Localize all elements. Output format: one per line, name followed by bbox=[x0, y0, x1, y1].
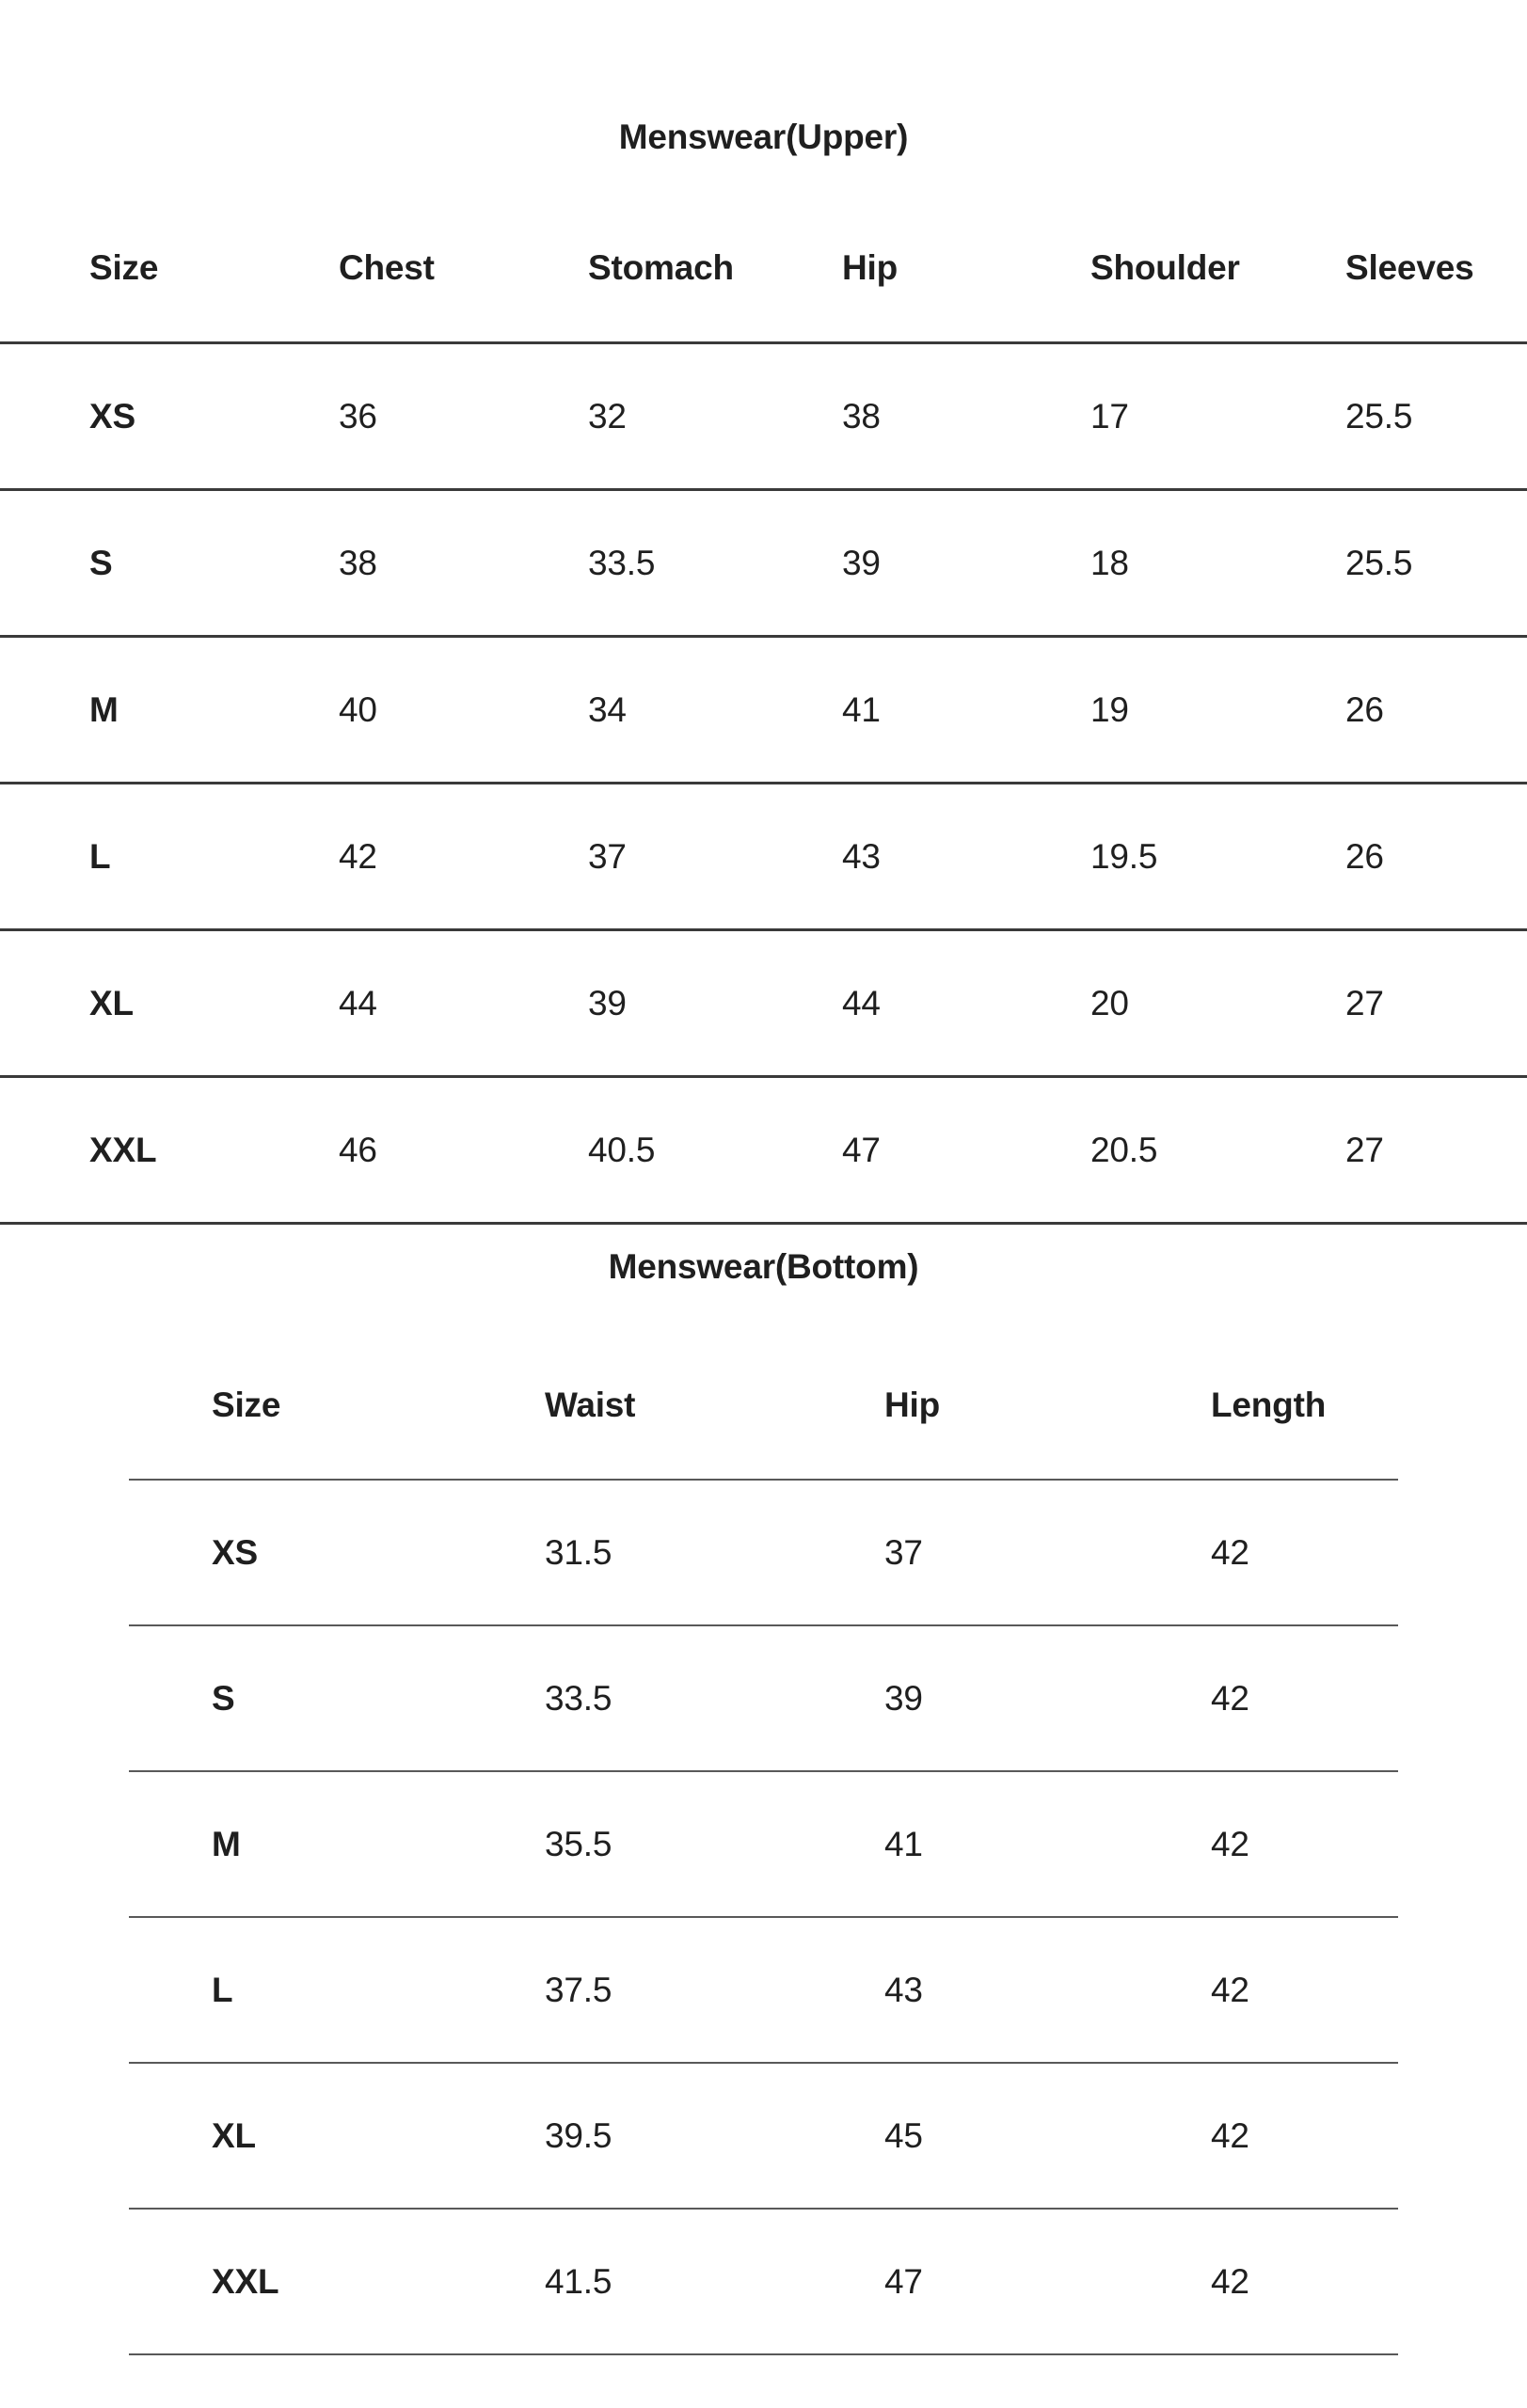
table-row: L 37.5 43 42 bbox=[129, 1917, 1398, 2064]
value-cell: 41 bbox=[884, 1771, 1211, 1918]
value-cell: 20.5 bbox=[1090, 1076, 1345, 1225]
column-header-hip: Hip bbox=[842, 195, 1090, 344]
value-cell: 25.5 bbox=[1345, 342, 1527, 491]
value-cell: 38 bbox=[842, 342, 1090, 491]
size-cell: M bbox=[0, 636, 339, 784]
size-cell: XS bbox=[129, 1480, 545, 1626]
value-cell: 19.5 bbox=[1090, 783, 1345, 931]
table-row: XS 36 32 38 17 25.5 bbox=[0, 342, 1527, 491]
value-cell: 41.5 bbox=[545, 2209, 884, 2355]
size-cell: XL bbox=[129, 2063, 545, 2210]
value-cell: 27 bbox=[1345, 929, 1527, 1078]
size-cell: S bbox=[129, 1625, 545, 1772]
value-cell: 33.5 bbox=[545, 1625, 884, 1772]
value-cell: 39 bbox=[842, 489, 1090, 638]
value-cell: 40 bbox=[339, 636, 588, 784]
value-cell: 42 bbox=[1211, 1917, 1398, 2064]
header-row: Size Waist Hip Length bbox=[129, 1332, 1398, 1481]
column-header-chest: Chest bbox=[339, 195, 588, 344]
value-cell: 44 bbox=[842, 929, 1090, 1078]
value-cell: 42 bbox=[1211, 1625, 1398, 1772]
table-row: M 35.5 41 42 bbox=[129, 1771, 1398, 1918]
column-header-hip: Hip bbox=[884, 1332, 1211, 1481]
value-cell: 42 bbox=[1211, 2063, 1398, 2210]
size-cell: L bbox=[0, 783, 339, 931]
size-cell: L bbox=[129, 1917, 545, 2064]
value-cell: 37.5 bbox=[545, 1917, 884, 2064]
size-cell: S bbox=[0, 489, 339, 638]
value-cell: 47 bbox=[884, 2209, 1211, 2355]
value-cell: 43 bbox=[842, 783, 1090, 931]
column-header-stomach: Stomach bbox=[588, 195, 842, 344]
value-cell: 41 bbox=[842, 636, 1090, 784]
column-header-size: Size bbox=[129, 1332, 545, 1481]
column-header-length: Length bbox=[1211, 1332, 1398, 1481]
header-row: Size Chest Stomach Hip Shoulder Sleeves bbox=[0, 195, 1527, 344]
size-cell: XXL bbox=[0, 1076, 339, 1225]
value-cell: 42 bbox=[1211, 1480, 1398, 1626]
value-cell: 39 bbox=[884, 1625, 1211, 1772]
column-header-sleeves: Sleeves bbox=[1345, 195, 1527, 344]
value-cell: 43 bbox=[884, 1917, 1211, 2064]
value-cell: 27 bbox=[1345, 1076, 1527, 1225]
value-cell: 46 bbox=[339, 1076, 588, 1225]
menswear-upper-size-table: Size Chest Stomach Hip Shoulder Sleeves … bbox=[0, 195, 1527, 1225]
bottom-table-title: Menswear(Bottom) bbox=[608, 1247, 919, 1286]
size-cell: XS bbox=[0, 342, 339, 491]
value-cell: 19 bbox=[1090, 636, 1345, 784]
column-header-shoulder: Shoulder bbox=[1090, 195, 1345, 344]
value-cell: 33.5 bbox=[588, 489, 842, 638]
value-cell: 26 bbox=[1345, 783, 1527, 931]
value-cell: 36 bbox=[339, 342, 588, 491]
value-cell: 39.5 bbox=[545, 2063, 884, 2210]
table-row: XL 44 39 44 20 27 bbox=[0, 929, 1527, 1078]
table-row: XXL 41.5 47 42 bbox=[129, 2209, 1398, 2355]
table-row: S 33.5 39 42 bbox=[129, 1625, 1398, 1772]
value-cell: 44 bbox=[339, 929, 588, 1078]
value-cell: 26 bbox=[1345, 636, 1527, 784]
value-cell: 42 bbox=[1211, 2209, 1398, 2355]
value-cell: 45 bbox=[884, 2063, 1211, 2210]
value-cell: 39 bbox=[588, 929, 842, 1078]
table-row: L 42 37 43 19.5 26 bbox=[0, 783, 1527, 931]
column-header-size: Size bbox=[0, 195, 339, 344]
value-cell: 17 bbox=[1090, 342, 1345, 491]
value-cell: 38 bbox=[339, 489, 588, 638]
value-cell: 20 bbox=[1090, 929, 1345, 1078]
size-cell: M bbox=[129, 1771, 545, 1918]
table-row: XS 31.5 37 42 bbox=[129, 1480, 1398, 1626]
value-cell: 47 bbox=[842, 1076, 1090, 1225]
upper-table-title: Menswear(Upper) bbox=[618, 118, 909, 156]
value-cell: 40.5 bbox=[588, 1076, 842, 1225]
value-cell: 37 bbox=[884, 1480, 1211, 1626]
value-cell: 42 bbox=[1211, 1771, 1398, 1918]
value-cell: 34 bbox=[588, 636, 842, 784]
value-cell: 35.5 bbox=[545, 1771, 884, 1918]
table-row: XXL 46 40.5 47 20.5 27 bbox=[0, 1076, 1527, 1225]
value-cell: 42 bbox=[339, 783, 588, 931]
table-row: S 38 33.5 39 18 25.5 bbox=[0, 489, 1527, 638]
table-row: XL 39.5 45 42 bbox=[129, 2063, 1398, 2210]
menswear-bottom-size-table: Size Waist Hip Length XS 31.5 37 42 S 33… bbox=[129, 1332, 1398, 2355]
value-cell: 25.5 bbox=[1345, 489, 1527, 638]
table-row: M 40 34 41 19 26 bbox=[0, 636, 1527, 784]
size-cell: XXL bbox=[129, 2209, 545, 2355]
value-cell: 37 bbox=[588, 783, 842, 931]
value-cell: 18 bbox=[1090, 489, 1345, 638]
value-cell: 31.5 bbox=[545, 1480, 884, 1626]
value-cell: 32 bbox=[588, 342, 842, 491]
size-cell: XL bbox=[0, 929, 339, 1078]
column-header-waist: Waist bbox=[545, 1332, 884, 1481]
